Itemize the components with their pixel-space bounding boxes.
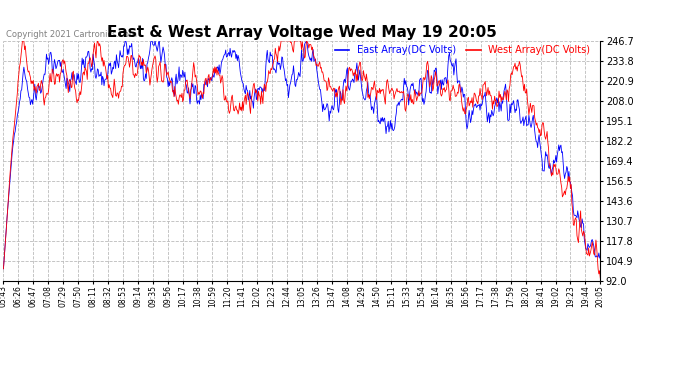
- Legend: East Array(DC Volts), West Array(DC Volts): East Array(DC Volts), West Array(DC Volt…: [331, 41, 594, 59]
- Title: East & West Array Voltage Wed May 19 20:05: East & West Array Voltage Wed May 19 20:…: [107, 25, 497, 40]
- Text: Copyright 2021 Cartronics.com: Copyright 2021 Cartronics.com: [6, 30, 137, 39]
